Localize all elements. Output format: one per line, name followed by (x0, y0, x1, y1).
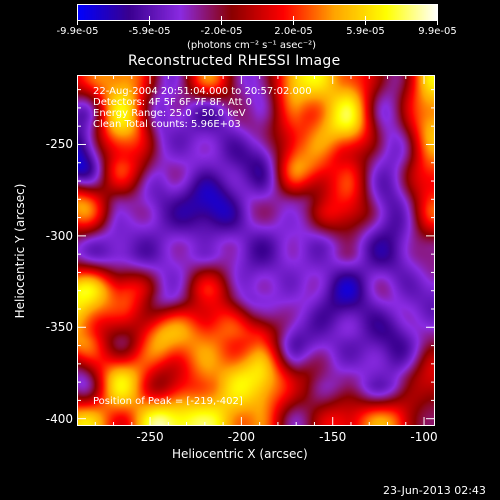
annotation-peak-position: Position of Peak = [-219,-402] (93, 396, 243, 407)
heatmap-image (77, 75, 435, 426)
colorbar-tick-label: -5.9e-05 (128, 26, 171, 37)
plot-area: 22-Aug-2004 20:51:04.000 to 20:57:02.000… (77, 75, 435, 426)
x-tick-label: -100 (410, 430, 438, 444)
y-tick-label: -400 (45, 411, 73, 426)
y-tick-label: -350 (45, 320, 73, 335)
annotation-clean: Clean Total counts: 5.96E+03 (93, 119, 241, 130)
x-tick-label: -250 (136, 430, 164, 444)
y-tick-label: -250 (45, 137, 73, 152)
colorbar-frame (77, 4, 438, 25)
x-tick-label: -150 (319, 430, 347, 444)
colorbar (77, 4, 438, 21)
colorbar-tick-label: 5.9e-05 (346, 26, 385, 37)
annotation-energy: Energy Range: 25.0 - 50.0 keV (93, 108, 246, 119)
annotation-detectors: Detectors: 4F 5F 6F 7F 8F, Att 0 (93, 97, 253, 108)
plot-frame (77, 75, 435, 426)
chart-title: Reconstructed RHESSI Image (128, 53, 341, 69)
colorbar-tick-label: -2.0e-05 (200, 26, 243, 37)
colorbar-tick-label: 9.9e-05 (418, 26, 457, 37)
x-axis-label: Heliocentric X (arcsec) (172, 447, 308, 461)
y-tick-label: -300 (45, 228, 73, 243)
y-axis-label: Heliocentric Y (arcsec) (13, 183, 27, 319)
x-tick-label: -200 (227, 430, 255, 444)
annotation-time-range: 22-Aug-2004 20:51:04.000 to 20:57:02.000 (93, 86, 312, 97)
footer-date: 23-Jun-2013 02:43 (383, 484, 486, 497)
plot-axes (77, 75, 435, 426)
colorbar-tick-label: 2.0e-05 (274, 26, 313, 37)
colorbar-tick-label: -9.9e-05 (56, 26, 99, 37)
colorbar-units: (photons cm⁻² s⁻¹ asec⁻²) (187, 40, 317, 51)
